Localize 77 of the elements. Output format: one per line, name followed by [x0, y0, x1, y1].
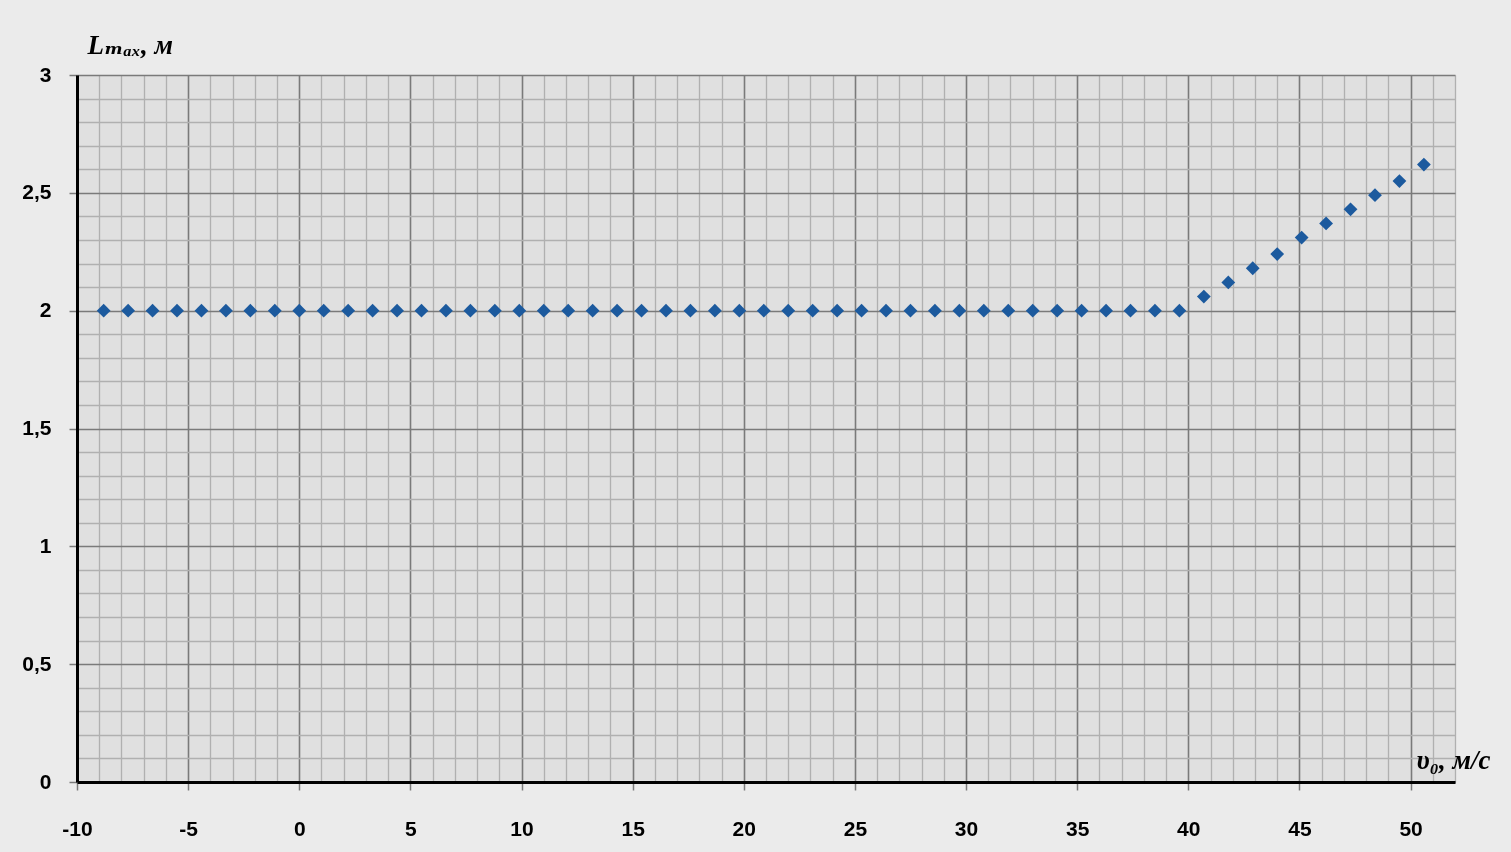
x-tick-label: -5: [179, 816, 199, 840]
x-tick-label: 20: [732, 816, 756, 840]
y-tick-label: 2,5: [22, 180, 52, 204]
point: [1392, 174, 1407, 188]
x-tick-label: 50: [1399, 816, 1423, 840]
point: [1270, 247, 1285, 261]
x-tick-label: 35: [1065, 816, 1090, 840]
y-tick-label: 1,5: [22, 416, 52, 439]
point: [659, 303, 673, 318]
x-tick-label: 40: [1177, 816, 1201, 840]
y-tick-label: 1: [39, 533, 52, 557]
point: [243, 303, 258, 318]
point: [1099, 303, 1113, 318]
point: [96, 303, 111, 318]
point: [219, 303, 233, 318]
point: [463, 303, 478, 318]
x-tick-label: 15: [621, 816, 646, 840]
point: [1294, 230, 1309, 245]
point: [928, 303, 942, 318]
x-tick-label: 5: [405, 816, 418, 840]
point: [1196, 289, 1211, 304]
point: [536, 303, 551, 318]
point: [390, 303, 404, 318]
point: [267, 303, 282, 318]
x-tick-label: 25: [843, 816, 868, 840]
point: [1221, 275, 1236, 290]
point: [316, 303, 331, 318]
point: [1074, 303, 1089, 318]
point: [1001, 303, 1016, 318]
x-tick-label: 0: [293, 816, 306, 840]
x-tick-label: 10: [510, 816, 534, 840]
x-tick-label: 30: [954, 816, 979, 840]
point: [439, 303, 453, 318]
point: [805, 303, 820, 318]
point: [292, 303, 307, 318]
point: [1050, 303, 1065, 318]
point: [903, 303, 918, 318]
point: [732, 303, 747, 318]
point: [1172, 303, 1187, 318]
point: [976, 303, 991, 318]
y-tick-label: 2: [39, 298, 52, 322]
point: [781, 303, 796, 318]
point: [121, 303, 136, 318]
point: [1245, 261, 1260, 276]
point: [194, 303, 209, 318]
point: [1025, 303, 1040, 318]
y-axis-title: Lₘₐₓ, м: [86, 29, 173, 60]
x-axis-title: υ₀, м/с: [1416, 744, 1491, 775]
point: [341, 303, 356, 318]
point: [707, 303, 722, 318]
point: [170, 303, 184, 318]
point: [512, 303, 527, 318]
point: [1416, 157, 1431, 172]
point: [634, 303, 649, 318]
y-tick-label: 0,5: [22, 651, 52, 675]
point: [487, 303, 502, 318]
point: [1148, 303, 1162, 318]
y-tick-label: 0: [39, 769, 52, 793]
point: [414, 303, 429, 318]
x-tick-label: -10: [62, 816, 93, 840]
point: [952, 303, 967, 318]
y-tick-label: 3: [39, 62, 52, 86]
point: [585, 303, 600, 318]
point: [854, 303, 869, 318]
x-tick-label: 45: [1288, 816, 1312, 840]
point: [610, 303, 624, 318]
point: [756, 303, 771, 318]
point: [561, 303, 576, 318]
point: [1343, 202, 1358, 217]
point: [683, 303, 698, 318]
point: [830, 303, 845, 318]
point: [365, 303, 380, 318]
point: [1123, 303, 1138, 318]
point: [879, 303, 893, 318]
point: [1319, 216, 1333, 231]
point: [1368, 188, 1382, 203]
point: [145, 303, 160, 318]
